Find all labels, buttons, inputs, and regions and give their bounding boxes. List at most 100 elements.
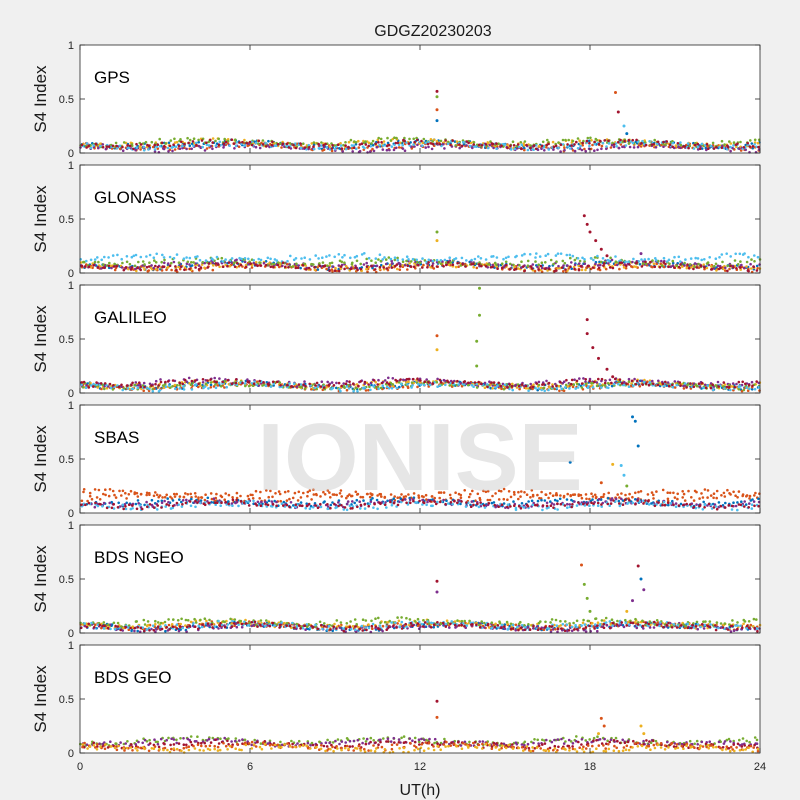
baseline-point [442,265,445,268]
baseline-point [741,380,744,384]
baseline-point [302,383,305,386]
baseline-point [96,266,100,269]
baseline-point [641,262,645,265]
baseline-point [92,382,95,386]
baseline-point [89,146,93,150]
baseline-point [254,263,257,266]
baseline-point [428,383,432,387]
baseline-point [696,145,700,149]
baseline-point [205,143,209,147]
baseline-point [115,264,119,268]
baseline-point [519,141,523,144]
baseline-point [134,381,138,384]
baseline-point [383,256,386,259]
baseline-point [555,384,558,388]
baseline-point [178,381,182,385]
baseline-point [166,380,170,383]
baseline-point [636,499,639,502]
spike-point [591,346,595,350]
baseline-point [365,257,369,261]
baseline-point [555,269,558,272]
baseline-point [447,261,450,264]
baseline-point [718,255,721,259]
baseline-point [241,140,244,144]
baseline-point [617,146,621,150]
baseline-point [390,145,394,148]
baseline-point [618,502,621,505]
baseline-point [593,256,597,259]
baseline-point [354,266,358,269]
spike-point [616,110,620,114]
baseline-point [593,142,597,146]
baseline-point [292,382,296,386]
baseline-point [401,147,405,150]
baseline-point [751,498,754,501]
baseline-point [554,254,558,257]
baseline-point [371,147,374,151]
baseline-point [421,257,424,260]
baseline-point [508,383,512,386]
baseline-point [612,145,616,149]
baseline-point [627,385,631,389]
baseline-point [130,255,134,259]
baseline-point [163,144,166,148]
baseline-point [155,493,159,497]
baseline-point [281,142,285,145]
baseline-point [683,264,686,267]
baseline-point [695,490,698,494]
baseline-point [177,265,180,269]
baseline-point [682,387,686,390]
baseline-point [525,143,528,147]
baseline-point [488,143,492,147]
baseline-point [703,258,706,261]
baseline-point [154,379,158,383]
baseline-point [232,142,236,145]
baseline-point [151,145,155,149]
baseline-point [435,380,439,384]
baseline-point [515,254,518,258]
baseline-point [261,139,265,142]
baseline-point [588,141,591,145]
baseline-point [601,141,605,145]
baseline-point [181,503,184,506]
baseline-point [127,503,131,507]
baseline-point [125,254,129,258]
baseline-point [523,269,526,273]
baseline-point [365,261,369,265]
baseline-point [196,255,199,258]
baseline-point [396,267,399,271]
baseline-point [654,146,658,149]
baseline-point [141,264,144,267]
baseline-point [638,385,642,388]
baseline-point [148,261,151,265]
baseline-point [673,496,677,499]
baseline-point [750,380,754,384]
baseline-point [354,142,358,146]
baseline-point [627,260,630,264]
baseline-point [203,498,207,502]
baseline-point [592,502,595,506]
baseline-point [356,268,359,272]
baseline-point [172,143,175,146]
baseline-point [700,258,703,262]
baseline-point [80,503,83,507]
baseline-point [142,145,146,149]
baseline-point [178,387,182,390]
baseline-point [652,143,655,146]
baseline-point [117,385,121,389]
baseline-point [343,261,346,265]
baseline-point [688,503,692,506]
spike-point [435,334,439,338]
baseline-point [147,265,151,268]
baseline-point [660,259,663,263]
baseline-point [130,383,133,387]
baseline-point [539,264,543,268]
baseline-point [322,386,326,389]
baseline-point [584,378,587,381]
baseline-point [664,143,667,146]
baseline-point [113,493,116,497]
baseline-point [382,266,386,269]
baseline-point [352,146,356,150]
baseline-point [386,141,390,145]
baseline-point [737,490,741,493]
